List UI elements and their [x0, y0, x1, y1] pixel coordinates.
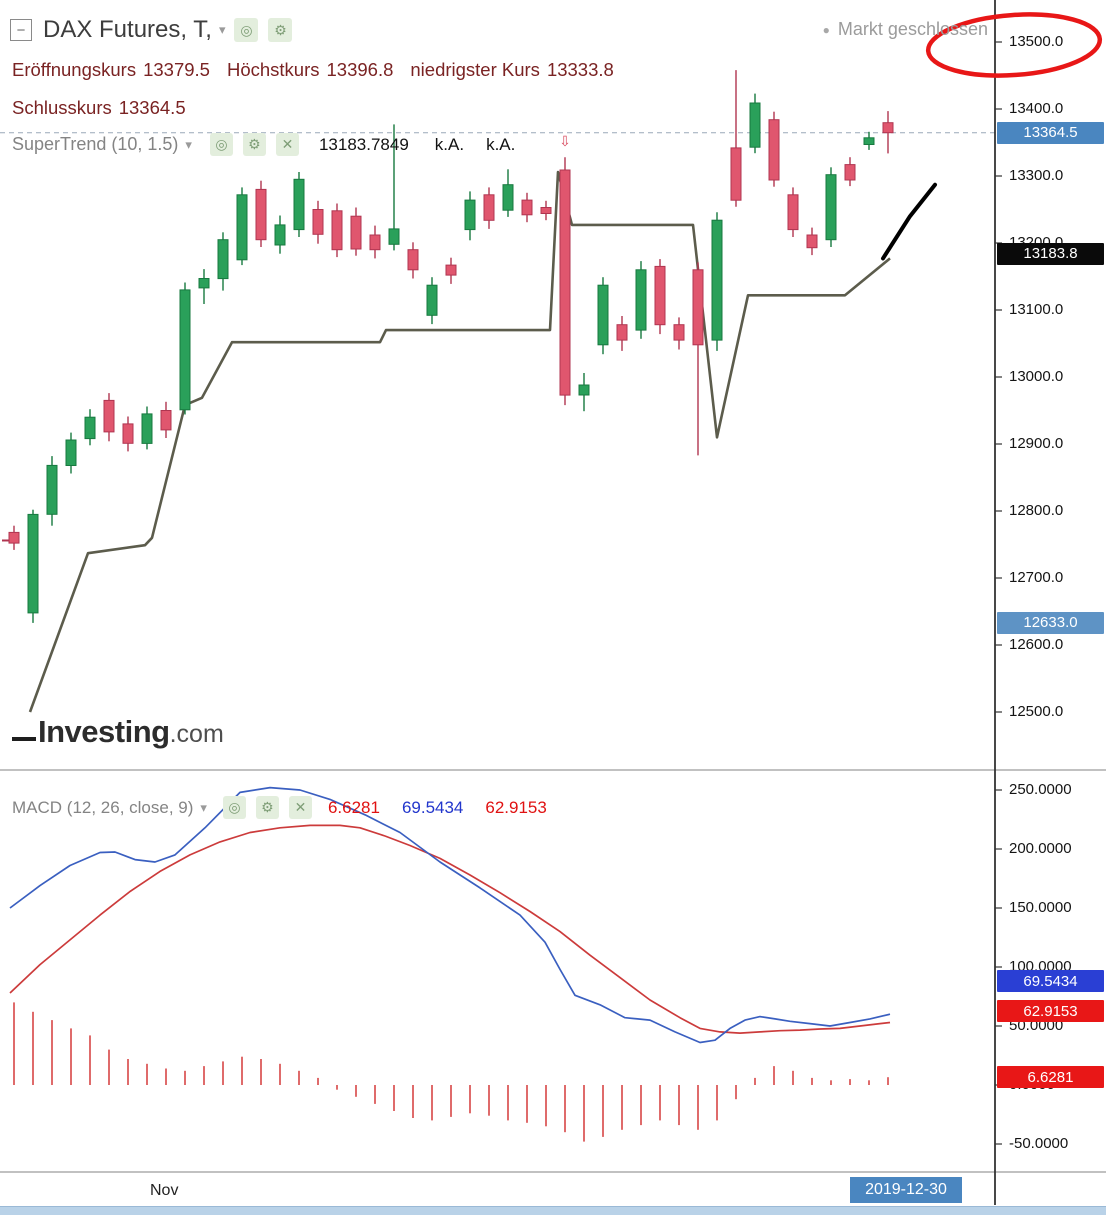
macd-line-value: 69.5434 — [401, 797, 464, 817]
supertrend-indicator-row: SuperTrend (10, 1.5) ▾ ◎ ⚙ ✕ 13183.7849 … — [12, 133, 537, 156]
low-value: 13333.8 — [546, 59, 614, 80]
indicator-visibility-icon[interactable]: ◎ — [222, 796, 246, 819]
time-axis-month: Nov — [150, 1182, 179, 1199]
chevron-down-icon[interactable]: ▾ — [218, 22, 226, 37]
indicator-close-icon[interactable]: ✕ — [275, 133, 299, 156]
high-value: 13396.8 — [326, 59, 394, 80]
indicator-settings-icon[interactable]: ⚙ — [242, 133, 266, 156]
ohlc-summary-line1: Eröffnungskurs 13379.5 Höchstkurs 13396.… — [12, 59, 631, 81]
indicator-visibility-icon[interactable]: ◎ — [209, 133, 233, 156]
market-status-text: Markt geschlossen — [837, 19, 988, 39]
symbol-title[interactable]: DAX Futures, T, — [43, 16, 212, 43]
low-label: niedrigster Kurs — [410, 59, 540, 80]
svg-text:⇧: ⇧ — [711, 318, 723, 334]
supertrend-na2: k.A. — [486, 134, 516, 154]
macd-signal-value: 62.9153 — [485, 797, 547, 817]
status-dot-icon: ● — [822, 22, 830, 37]
watermark-brand: Investing — [38, 714, 170, 749]
logo-bar-icon — [12, 737, 36, 741]
macd-indicator-row: MACD (12, 26, close, 9) ▾ ◎ ⚙ ✕ 6.6281 6… — [12, 796, 569, 819]
svg-text:⇩: ⇩ — [559, 134, 571, 150]
chevron-down-icon[interactable]: ▾ — [200, 799, 207, 815]
ohlc-summary-line2: Schlusskurs 13364.5 — [12, 97, 203, 119]
bottom-scrollbar[interactable] — [0, 1206, 1106, 1215]
high-label: Höchstkurs — [226, 59, 320, 80]
close-value: 13364.5 — [118, 97, 186, 118]
supertrend-label[interactable]: SuperTrend (10, 1.5) — [12, 134, 179, 154]
indicator-close-icon[interactable]: ✕ — [288, 796, 312, 819]
open-label: Eröffnungskurs — [12, 59, 137, 80]
supertrend-value: 13183.7849 — [318, 134, 409, 154]
macd-hist-value: 6.6281 — [327, 797, 380, 817]
collapse-panel-icon[interactable]: − — [10, 19, 32, 41]
indicator-settings-icon[interactable]: ⚙ — [255, 796, 279, 819]
chart-visibility-icon[interactable]: ◎ — [234, 18, 259, 42]
last-bar-date-badge: 2019-12-30 — [850, 1177, 962, 1203]
close-label: Schlusskurs — [12, 97, 112, 118]
chart-settings-icon[interactable]: ⚙ — [268, 18, 293, 42]
macd-label[interactable]: MACD (12, 26, close, 9) — [12, 797, 194, 817]
watermark-logo: Investing .com — [12, 714, 224, 750]
title-row: − DAX Futures, T, ▾ ◎ ⚙ — [10, 16, 302, 44]
watermark-suffix: .com — [169, 720, 224, 748]
supertrend-na1: k.A. — [434, 134, 465, 154]
chevron-down-icon[interactable]: ▾ — [185, 136, 192, 152]
market-status: ● Markt geschlossen — [823, 19, 988, 40]
open-value: 13379.5 — [143, 59, 210, 80]
